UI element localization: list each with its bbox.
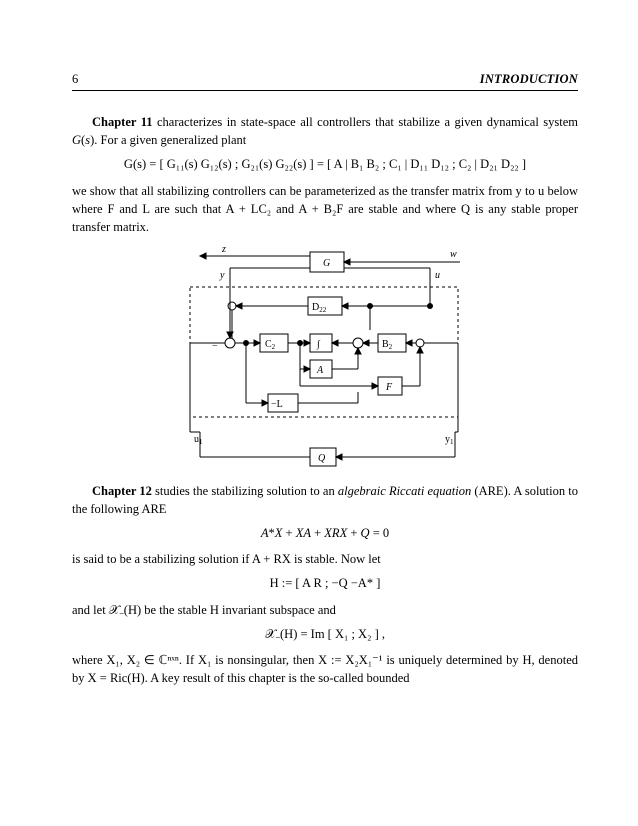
svg-text:F: F [385, 382, 393, 393]
svg-text:w: w [450, 249, 457, 260]
equation-H: H := [ A R ; −Q −A* ] [72, 574, 578, 592]
svg-text:u: u [435, 270, 440, 281]
equation-are: A*X + XA + XRX + Q = 0 [72, 524, 578, 542]
paragraph-invariant: and let 𝒳₋(H) be the stable H invariant … [72, 601, 578, 619]
header-title: INTRODUCTION [480, 70, 578, 88]
page: { "header":{"page":"6","title":"INTRODUC… [0, 0, 638, 826]
equation-gs: G(s) = [ G₁₁(s) G₁₂(s) ; G₂₁(s) G₂₂(s) ]… [72, 155, 578, 173]
page-number: 6 [72, 70, 78, 88]
svg-text:A: A [316, 365, 324, 376]
svg-text:Q: Q [318, 453, 326, 464]
paragraph-stabilizing: we show that all stabilizing controllers… [72, 182, 578, 236]
svg-text:−L: −L [271, 399, 283, 410]
svg-text:z: z [221, 244, 226, 255]
block-diagram: G w u z y D22 C2 ∫ A B2 F −L − [72, 242, 578, 472]
chapter12-intro: Chapter 12 studies the stabilizing solut… [72, 482, 578, 518]
svg-text:y: y [219, 270, 225, 281]
page-header: 6 INTRODUCTION [72, 70, 578, 91]
chapter11-label: Chapter 11 [92, 115, 153, 129]
paragraph-ric: where X₁, X₂ ∈ ℂⁿˣⁿ. If X₁ is nonsingula… [72, 651, 578, 687]
svg-text:y1: y1 [445, 434, 454, 446]
svg-text:u1: u1 [194, 434, 203, 446]
equation-Xminus: 𝒳₋(H) = Im [ X₁ ; X₂ ] , [72, 625, 578, 643]
paragraph-stable: is said to be a stabilizing solution if … [72, 550, 578, 568]
chapter12-label: Chapter 12 [92, 484, 152, 498]
chapter11-intro: Chapter 11 characterizes in state-space … [72, 113, 578, 149]
svg-text:G: G [323, 258, 330, 269]
